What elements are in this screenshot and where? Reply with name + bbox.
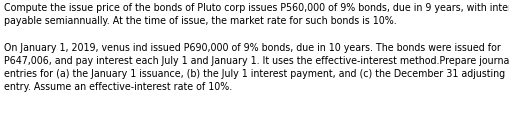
Text: Compute the issue price of the bonds of Pluto corp issues P560,000 of 9% bonds, : Compute the issue price of the bonds of … [4, 3, 509, 91]
